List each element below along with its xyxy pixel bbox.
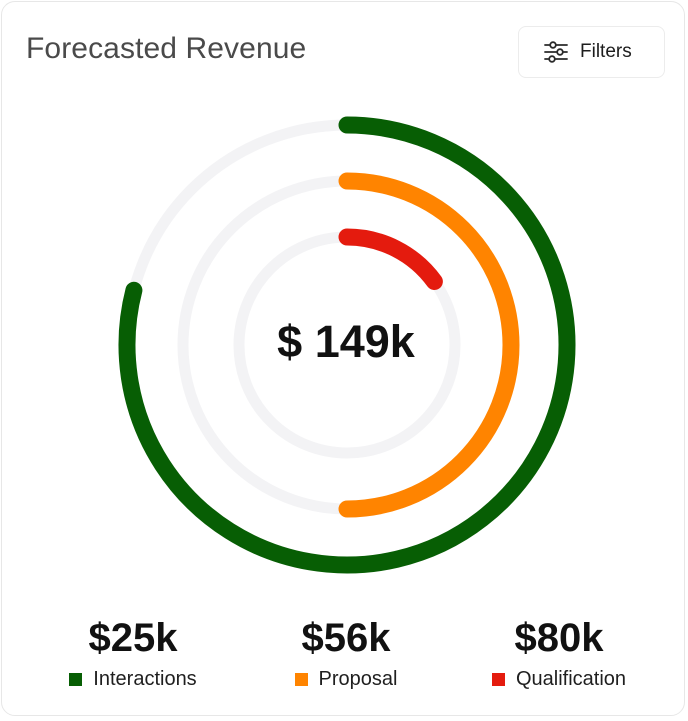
legend-label: Interactions [93, 668, 197, 690]
ring-proposal [338, 172, 520, 518]
legend-item-proposal: $56k Proposal [246, 614, 446, 691]
legend-swatch [294, 673, 308, 686]
ring-interactions [118, 116, 576, 574]
filters-label: Filters [580, 41, 632, 62]
ring-qualification [338, 228, 443, 291]
legend-value: $25k [88, 616, 178, 660]
legend-item-interactions: $25k Interactions [33, 614, 233, 691]
sliders-icon [544, 41, 568, 63]
legend-label: Proposal [318, 668, 398, 690]
filters-button[interactable]: Filters [518, 26, 665, 78]
legend-value: $80k [514, 616, 604, 660]
legend-swatch [491, 673, 505, 686]
legend-item-qualification: $80k Qualification [459, 614, 659, 691]
legend-swatch [69, 673, 83, 686]
legend-value: $56k [301, 616, 391, 660]
card-title: Forecasted Revenue [26, 32, 307, 65]
total-value: $ 149k [277, 316, 415, 367]
legend-label: Qualification [515, 668, 627, 690]
